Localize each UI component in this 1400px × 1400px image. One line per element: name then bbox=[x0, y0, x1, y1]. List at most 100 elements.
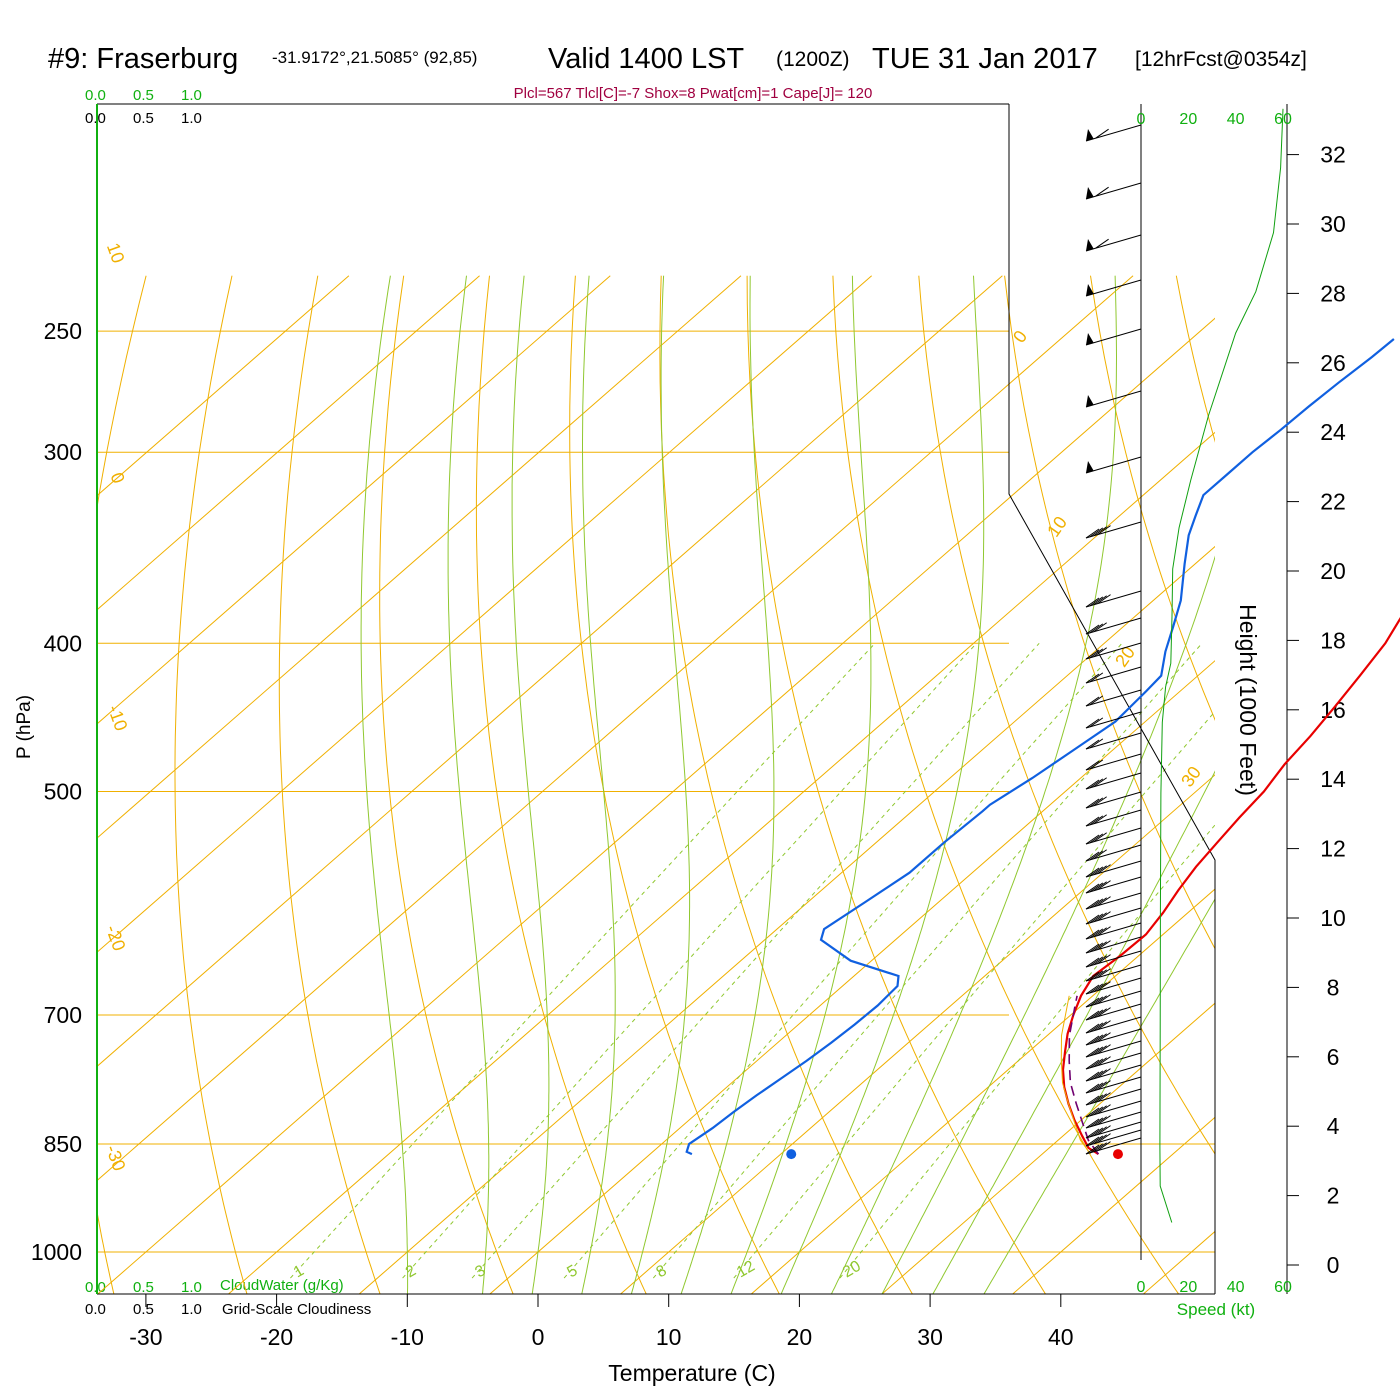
wind-barb bbox=[1085, 1028, 1142, 1046]
wind-barb bbox=[1085, 922, 1142, 940]
height-speed-line bbox=[1159, 108, 1284, 1223]
wind-barb bbox=[1085, 977, 1142, 995]
wind-barb-flag bbox=[1089, 956, 1104, 967]
cloudiness-tick: 0.0 bbox=[85, 1301, 106, 1318]
wind-barb-flag bbox=[1093, 1142, 1107, 1153]
moist-adiabat-line bbox=[581, 275, 616, 1294]
dry-adiabat-line bbox=[746, 275, 1047, 1294]
wind-barb-flag bbox=[1089, 717, 1104, 728]
wind-barb bbox=[1085, 1111, 1142, 1129]
wind-barb-flag bbox=[1093, 1105, 1107, 1116]
speed-tick-label: 0 bbox=[1137, 111, 1146, 128]
wind-barb bbox=[1085, 876, 1142, 894]
height-tick-label: 2 bbox=[1327, 1183, 1340, 1209]
wind-barb bbox=[1085, 521, 1142, 539]
wind-barb-flag bbox=[1093, 526, 1107, 537]
wind-barb bbox=[1085, 1003, 1142, 1021]
stability-indices: Plcl=567 Tlcl[C]=-7 Shox=8 Pwat[cm]=1 Ca… bbox=[514, 85, 873, 102]
wind-barb-flag bbox=[1097, 1044, 1111, 1055]
wind-barb-flag bbox=[1085, 883, 1100, 894]
moist-adiabat-line bbox=[447, 275, 490, 1294]
wind-barb bbox=[1085, 689, 1142, 707]
x-tick-label: -10 bbox=[391, 1324, 424, 1350]
dry-adiabat-line bbox=[1175, 275, 1215, 443]
wind-barb bbox=[1085, 907, 1142, 925]
x-tick-label: 20 bbox=[787, 1324, 813, 1350]
dry-adiabat-label: 20 bbox=[1111, 643, 1139, 671]
dry-adiabat-line bbox=[918, 275, 1215, 1155]
wind-barb-flag bbox=[1089, 833, 1104, 844]
speed-tick-label: 60 bbox=[1274, 1279, 1292, 1296]
cloudwater-tick: 0.5 bbox=[133, 87, 154, 104]
cloudiness-tick: 0.5 bbox=[133, 1301, 154, 1318]
moist-adiabat-line bbox=[983, 898, 1215, 1294]
isotherm-line bbox=[97, 275, 350, 497]
chart-title-station: #9: Fraserburg bbox=[48, 43, 238, 75]
wind-barb-flag bbox=[1097, 1007, 1111, 1018]
wind-barb-staff bbox=[1085, 666, 1142, 684]
isotherm-line bbox=[358, 545, 1215, 1294]
dry-adiabat-line bbox=[475, 275, 647, 1294]
wind-barb-flag bbox=[1089, 648, 1104, 659]
x-tick-label: 10 bbox=[656, 1324, 682, 1350]
cloudiness-tick: 0.5 bbox=[133, 110, 154, 127]
isotherm-line bbox=[489, 660, 1215, 1294]
cloudwater-label: CloudWater (g/Kg) bbox=[220, 1277, 344, 1294]
x-axis-label: Temperature (C) bbox=[608, 1360, 775, 1386]
isotherm-line bbox=[97, 275, 742, 839]
wind-barb bbox=[1085, 666, 1142, 684]
height-tick-label: 0 bbox=[1327, 1252, 1340, 1278]
wind-barb bbox=[1085, 1100, 1142, 1118]
wind-barb-flag bbox=[1097, 981, 1111, 992]
wind-barb bbox=[1085, 753, 1142, 771]
wind-barb-flag bbox=[1089, 1117, 1104, 1128]
wind-barb-flag bbox=[1089, 882, 1104, 893]
wind-barb-flag bbox=[1089, 996, 1104, 1007]
mixing-ratio-label: 3 bbox=[472, 1262, 488, 1281]
wind-barb bbox=[1085, 860, 1142, 878]
wind-barb-flag bbox=[1085, 739, 1100, 750]
wind-barb-flag bbox=[1089, 1046, 1104, 1057]
wind-barb-flag bbox=[1085, 1047, 1100, 1058]
wind-barb-flag bbox=[1093, 941, 1107, 952]
speed-tick-label: 40 bbox=[1227, 1279, 1245, 1296]
wind-barb-flag bbox=[1089, 1106, 1104, 1117]
wind-barb bbox=[1085, 279, 1142, 297]
dry-adiabat-line bbox=[379, 275, 514, 1294]
wind-barb bbox=[1085, 328, 1142, 346]
height-tick-label: 32 bbox=[1320, 142, 1346, 168]
wind-barb-flag bbox=[1097, 1080, 1111, 1091]
wind-barb-flag bbox=[1097, 1125, 1111, 1136]
wind-barb-flag bbox=[1093, 1126, 1107, 1137]
dry-adiabat-line bbox=[278, 275, 381, 1294]
wind-barb bbox=[1085, 990, 1142, 1008]
cloudiness-tick: 1.0 bbox=[181, 110, 202, 127]
dry-adiabat-line bbox=[832, 275, 1180, 1294]
wind-barb bbox=[1085, 1137, 1142, 1155]
dry-adiabat-label: 0 bbox=[1009, 327, 1031, 347]
wind-barb-flag bbox=[1089, 759, 1104, 770]
wind-barb-flag bbox=[1089, 1058, 1104, 1069]
wind-barb-staff bbox=[1085, 328, 1142, 346]
wind-barb-staff bbox=[1085, 124, 1142, 142]
wind-barb bbox=[1085, 950, 1142, 968]
wind-barb bbox=[1085, 590, 1142, 608]
wind-barb-flag bbox=[1097, 940, 1111, 951]
height-axis-label: Height (1000 Feet) bbox=[1235, 604, 1261, 796]
wind-barb-flag bbox=[1089, 596, 1104, 607]
wind-barb-flag bbox=[1089, 527, 1104, 538]
height-tick-label: 6 bbox=[1327, 1044, 1340, 1070]
height-tick-label: 26 bbox=[1320, 350, 1346, 376]
mixing-ratio-line bbox=[402, 642, 977, 1279]
wind-barb bbox=[1085, 617, 1142, 635]
wind-barb-flag bbox=[1085, 1144, 1100, 1155]
wind-barb-flag bbox=[1089, 913, 1104, 924]
wind-barb-flag bbox=[1093, 647, 1107, 658]
wind-barb-flag bbox=[1089, 928, 1104, 939]
wind-barb-flag bbox=[1097, 880, 1111, 891]
wind-barb-flag bbox=[1097, 525, 1111, 536]
wind-barb-flag bbox=[1089, 970, 1104, 981]
dry-adiabat-line bbox=[97, 275, 147, 1294]
wind-barb-flag bbox=[1089, 1082, 1104, 1093]
wind-barb-pennant bbox=[1086, 239, 1094, 251]
